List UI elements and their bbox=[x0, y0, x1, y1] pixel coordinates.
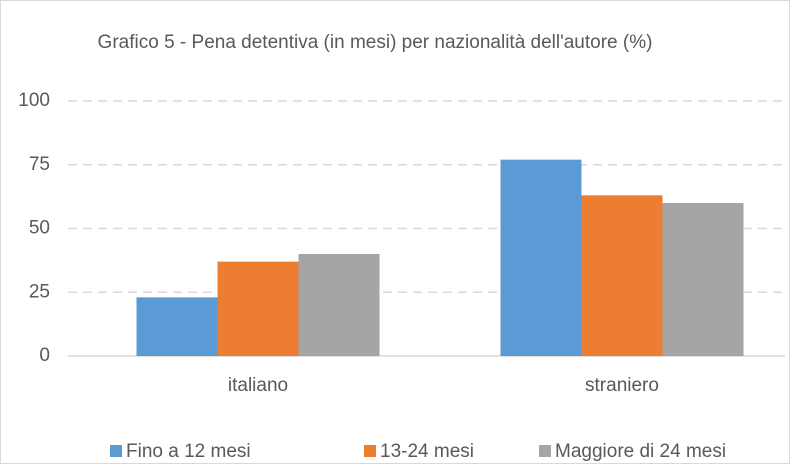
x-tick-label: straniero bbox=[585, 375, 659, 396]
bar bbox=[217, 261, 299, 356]
legend-label: 13-24 mesi bbox=[380, 441, 474, 462]
bar bbox=[500, 159, 582, 356]
chart-title: Grafico 5 - Pena detentiva (in mesi) per… bbox=[97, 32, 653, 53]
bar bbox=[581, 195, 663, 356]
legend-label: Maggiore di 24 mesi bbox=[555, 441, 726, 462]
legend-swatch bbox=[110, 445, 122, 457]
x-tick-label: italiano bbox=[228, 375, 288, 396]
y-tick-label: 25 bbox=[29, 281, 50, 302]
y-tick-label: 50 bbox=[29, 218, 50, 239]
legend-swatch bbox=[539, 445, 551, 457]
y-tick-label: 100 bbox=[18, 90, 50, 111]
legend-swatch bbox=[364, 445, 376, 457]
bar bbox=[136, 297, 218, 356]
bar bbox=[298, 254, 380, 356]
y-tick-label: 0 bbox=[39, 345, 50, 366]
y-tick-label: 75 bbox=[29, 154, 50, 175]
bar bbox=[662, 203, 744, 356]
legend-label: Fino a 12 mesi bbox=[126, 441, 251, 462]
